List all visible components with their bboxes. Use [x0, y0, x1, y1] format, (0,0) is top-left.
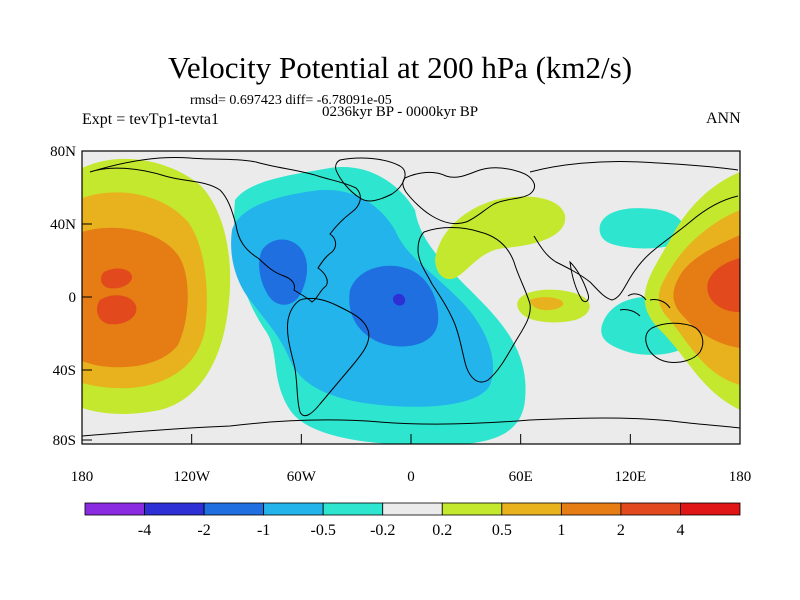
- coast-africa: [417, 227, 531, 383]
- coast-asia: [529, 160, 739, 301]
- coast-maritime: [619, 293, 671, 317]
- coastlines: [82, 157, 740, 437]
- season-label: ANN: [706, 110, 741, 127]
- pacific-positive-max-south: [96, 295, 137, 325]
- pacific-positive-strong: [82, 227, 188, 368]
- coast-europe: [402, 167, 535, 225]
- colorbar-swatch: [203, 502, 265, 516]
- colorbar-label: -4: [138, 522, 151, 539]
- x-tick-label: 180: [729, 469, 752, 485]
- colorbar-swatch: [680, 502, 741, 516]
- y-tick-label: 80S: [53, 433, 76, 449]
- colorbar-label: 1: [557, 522, 565, 539]
- y-tick-label: 40N: [50, 217, 76, 233]
- x-tick-label: 0: [407, 469, 415, 485]
- coast-north-america: [89, 157, 361, 303]
- indian-positive-mid: [530, 297, 564, 311]
- colorbar-label: 2: [617, 522, 625, 539]
- colorbar-swatch: [84, 502, 145, 516]
- colorbar-swatch: [620, 502, 681, 516]
- atlantic-negative-strong-west: [259, 239, 308, 305]
- colorbar-label: -0.5: [311, 522, 336, 539]
- x-tick-label: 60W: [287, 469, 317, 485]
- coast-antarctica: [82, 417, 740, 437]
- colorbar-label: -2: [197, 522, 210, 539]
- rmsd-diff-stats: rmsd= 0.697423 diff= -6.78091e-05: [190, 93, 392, 108]
- colorbar-swatch: [382, 502, 443, 516]
- y-tick-label: 80N: [50, 144, 76, 160]
- colorbar-label: -1: [257, 522, 270, 539]
- colorbar-swatch: [144, 502, 205, 516]
- asia-negative-weak: [599, 208, 685, 249]
- colorbar-swatch: [322, 502, 384, 516]
- y-tick-label: 40S: [53, 363, 76, 379]
- europe-positive-weak: [435, 196, 566, 280]
- colorbar-label: 4: [676, 522, 684, 539]
- period-label: 0236kyr BP - 0000kyr BP: [322, 104, 479, 120]
- colorbar: -4 -2 -1 -0.5 -0.2 0.2 0.5 1 2 4: [84, 502, 741, 539]
- west-pacific-positive-strong: [673, 235, 740, 348]
- colorbar-swatch: [263, 502, 324, 516]
- colorbar-label: -0.2: [370, 522, 395, 539]
- colorbar-label: 0.5: [492, 522, 512, 539]
- experiment-label: Expt = tevTp1-tevta1: [82, 111, 219, 128]
- y-axis-ticks: 80N 40N 0 40S 80S: [50, 144, 92, 449]
- colorbar-swatch: [441, 502, 503, 516]
- x-axis-ticks: 180 120W 60W 0 60E 120E 180: [71, 434, 752, 485]
- coast-greenland: [335, 157, 406, 202]
- colorbar-swatch: [501, 502, 562, 516]
- y-tick-label: 0: [69, 290, 77, 306]
- x-tick-label: 120W: [173, 469, 211, 485]
- atlantic-negative-max: [393, 293, 406, 306]
- pacific-positive-max-north: [100, 268, 133, 289]
- x-tick-label: 60E: [509, 469, 533, 485]
- atlantic-negative-strong-central: [349, 265, 439, 347]
- coast-australia: [645, 322, 704, 363]
- colorbar-swatch: [560, 502, 622, 516]
- x-tick-label: 180: [71, 469, 94, 485]
- plot-title: Velocity Potential at 200 hPa (km2/s): [167, 50, 633, 85]
- coast-india: [569, 260, 589, 303]
- contour-fields: [82, 157, 740, 444]
- coast-south-america: [287, 297, 370, 417]
- colorbar-label: 0.2: [432, 522, 452, 539]
- west-pacific-positive-max: [707, 258, 740, 312]
- x-tick-label: 120E: [614, 469, 646, 485]
